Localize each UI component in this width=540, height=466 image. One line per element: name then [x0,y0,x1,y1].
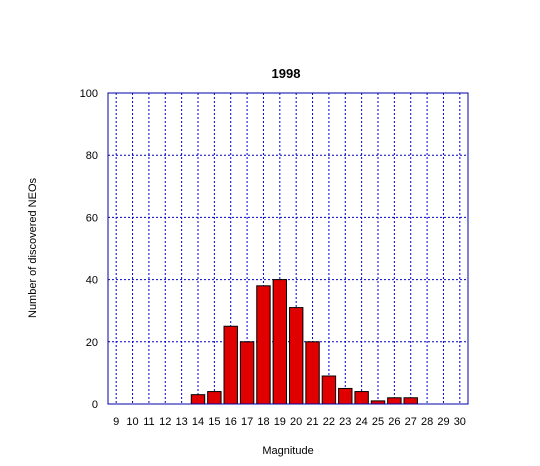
x-tick-label: 20 [290,416,302,428]
x-tick-label: 27 [405,416,417,428]
plot-frame [107,92,469,405]
x-tick-label: 28 [421,416,433,428]
y-tick-label: 100 [80,88,98,100]
x-tick-label: 18 [257,416,269,428]
bar-24 [354,391,369,405]
y-tick-label: 60 [86,212,98,224]
bar-21 [305,341,320,405]
x-tick-label: 11 [143,416,154,428]
chart-title: 1998 [272,66,301,81]
x-tick-label: 25 [372,416,384,428]
x-tick-label: 21 [306,416,318,428]
bar-23 [338,387,353,405]
x-tick-label: 9 [113,416,119,428]
x-tick-label: 12 [159,416,171,428]
bar-14 [190,394,206,405]
x-tick-label: 10 [126,416,138,428]
y-tick-label: 80 [86,150,98,162]
x-axis-ticks: 9 10 11 12 13 14 15 16 17 18 19 20 21 22 23 24 25 26 27 28 2… [113,416,466,428]
bar-26 [387,397,402,405]
bar-17 [239,341,255,405]
x-tick-label: 17 [241,416,253,428]
y-tick-label: 40 [86,275,98,287]
x-tick-label: 26 [388,416,400,428]
bar-18 [256,285,271,405]
y-tick-label: 20 [86,337,98,349]
bar-16 [223,325,238,405]
bar-20 [288,307,304,405]
bar-15 [207,391,222,405]
x-tick-label: 13 [176,416,188,428]
y-axis-ticks: 0 20 40 60 80 100 [80,88,98,411]
x-tick-label: 23 [339,416,351,428]
y-tick-label: 0 [92,399,98,411]
y-axis-label: Number of discovered NEOs [27,178,39,318]
bar-19 [272,279,288,405]
x-tick-label: 14 [192,416,204,428]
x-tick-label: 16 [225,416,237,428]
x-tick-label: 24 [356,416,368,428]
x-tick-label: 30 [454,416,466,428]
bars [190,279,418,405]
x-axis-label: Magnitude [262,445,313,457]
x-tick-label: 29 [437,416,449,428]
x-tick-label: 19 [274,416,286,428]
x-tick-label: 22 [323,416,335,428]
bar-22 [321,375,337,405]
bar-27 [403,397,418,405]
x-tick-label: 15 [208,416,220,428]
grid [108,93,468,404]
